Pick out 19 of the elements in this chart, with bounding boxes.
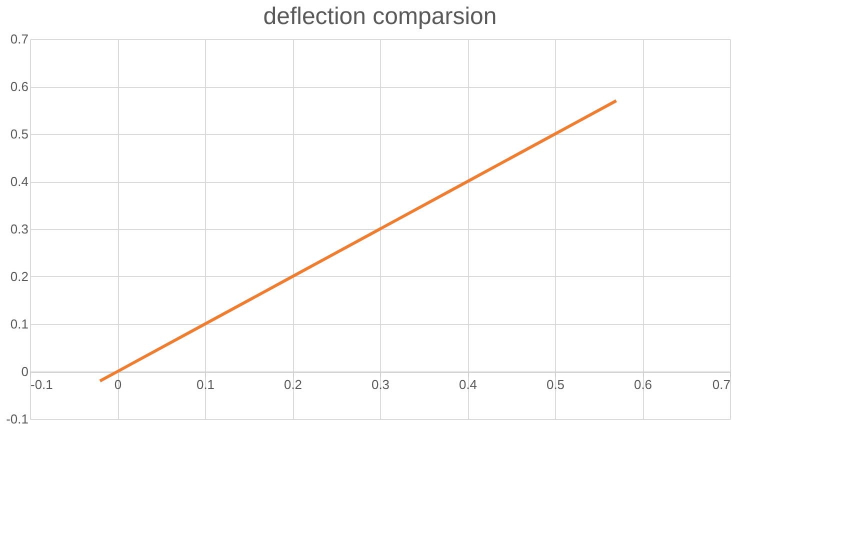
y-tick-label: 0 [21,364,28,379]
y-tick-label: 0.5 [10,126,28,142]
x-tick-label: 0 [114,377,122,392]
x-tick-label: 0.6 [634,377,652,392]
x-tick-label: 0.2 [284,377,302,392]
y-tick-label: -0.1 [6,412,28,426]
x-tick-label: 0.7 [712,377,730,392]
x-tick-label: 0.4 [458,377,478,392]
chart-title: deflection comparsion [263,3,497,30]
y-tick-label: 0.2 [10,269,28,284]
y-tick-label: 0.6 [10,79,28,94]
y-tick-label: 0.1 [10,316,28,332]
y-tick-label: 0.7 [10,32,28,46]
x-tick-label: 0.1 [196,377,215,392]
x-tick-label: 0.3 [371,377,390,392]
y-tick-label: 0.4 [10,174,28,189]
x-tick-label: 0.5 [546,377,565,392]
x-tick-label: -0.1 [30,377,53,392]
y-tick-label: 0.3 [10,222,28,236]
